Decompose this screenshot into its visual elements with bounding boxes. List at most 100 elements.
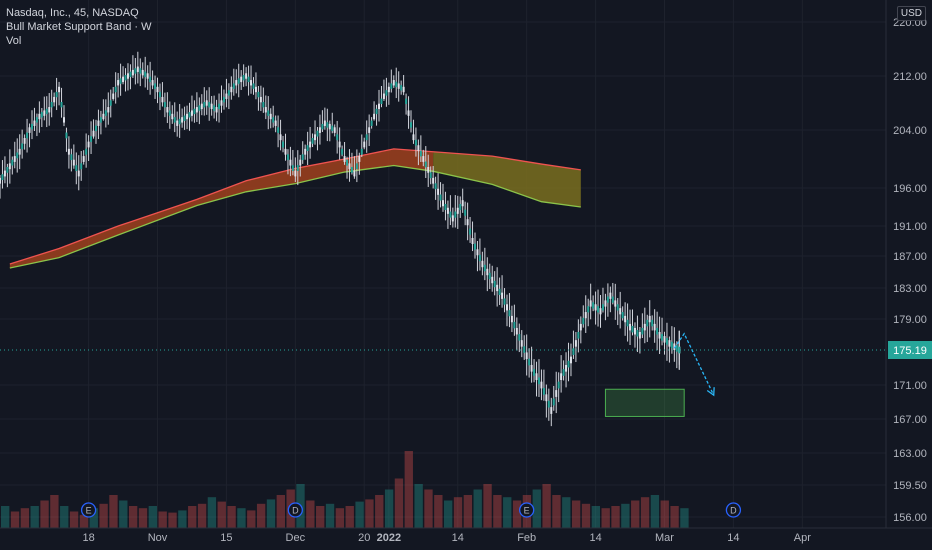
event-marker-label: E: [86, 506, 92, 516]
volume-bar: [601, 508, 610, 528]
volume-bar: [256, 503, 266, 528]
volume-bar: [89, 508, 98, 528]
volume-bar: [660, 500, 669, 528]
price-tick-label: 167.00: [893, 414, 927, 426]
time-axis[interactable]: 18 Nov 15 Dec 20 2022 14 Feb 14 Mar 14 Apr: [82, 532, 811, 544]
event-marker-circle: [725, 502, 742, 518]
volume-bar: [571, 500, 581, 528]
band-fill-left: [9, 148, 434, 268]
symbol-title[interactable]: Nasdaq, Inc., 45, NASDAQ: [6, 7, 139, 19]
time-tick-label: Apr: [794, 532, 811, 544]
volume-bar: [650, 495, 660, 528]
time-tick-label: 15: [220, 532, 232, 544]
volume-bar: [562, 497, 571, 528]
volume-bar: [276, 495, 285, 528]
price-tick-label: 163.00: [893, 448, 927, 460]
band-upper-line: [9, 148, 581, 265]
volume-bar: [483, 484, 492, 528]
volume-bar: [325, 503, 335, 528]
volume-bar: [30, 506, 39, 528]
event-marker-circle: [287, 502, 303, 518]
price-tick-label: 187.00: [893, 251, 927, 263]
volume-bar: [1, 506, 10, 528]
volume-bar: [227, 506, 236, 528]
price-tick-label: 156.00: [893, 512, 927, 524]
volume-bar: [40, 500, 49, 528]
event-marker-label: E: [524, 506, 530, 516]
volume-bar: [631, 500, 640, 528]
volume-bar: [148, 506, 158, 528]
volume-label[interactable]: Vol: [6, 35, 22, 47]
volume-bar: [365, 499, 374, 528]
price-tick-label: 171.00: [893, 380, 927, 392]
volume-bar: [640, 497, 650, 528]
volume-bar: [79, 514, 89, 528]
currency-badge[interactable]: USD: [896, 6, 926, 21]
price-axis[interactable]: 220.00212.00204.00196.00191.00187.00183.…: [888, 17, 932, 524]
forecast-arrow-head: [706, 387, 715, 397]
volume-bar: [444, 500, 453, 528]
volume-bar: [414, 484, 423, 528]
last-price-label: 175.19: [893, 345, 927, 357]
volume-bar: [345, 506, 354, 528]
volume-bar: [621, 503, 630, 528]
volume-bar: [611, 506, 620, 528]
volume-bar: [99, 503, 108, 528]
price-tick-label: 179.00: [893, 314, 927, 326]
volume-bar: [128, 506, 138, 528]
time-tick-label: 14: [452, 532, 464, 544]
event-marker: E: [80, 502, 97, 518]
volume-bar: [434, 495, 443, 528]
volume-bar: [188, 506, 197, 528]
volume-bar: [394, 478, 404, 528]
volume-bar: [384, 489, 394, 528]
volume-bar: [217, 501, 226, 528]
volume-bar: [473, 489, 482, 528]
time-tick-label: 20: [358, 532, 370, 544]
volume-bar: [20, 508, 30, 528]
volume-bar: [158, 511, 167, 528]
last-price-badge: [888, 341, 932, 359]
volume-bar: [119, 500, 128, 528]
volume-bar: [109, 495, 118, 528]
price-tick-label: 212.00: [893, 71, 927, 83]
volume-bar: [532, 489, 541, 528]
forecast-arrow[interactable]: [673, 332, 715, 396]
chart-legend: Nasdaq, Inc., 45, NASDAQ Bull Market Sup…: [6, 6, 152, 48]
volume-bar: [178, 510, 187, 528]
volume-bar: [10, 511, 20, 528]
time-tick-label: 18: [82, 532, 94, 544]
event-marker-circle: [80, 502, 97, 518]
volume-bar: [69, 511, 79, 528]
price-tick-label: 191.00: [893, 221, 927, 233]
drawings[interactable]: [604, 332, 715, 417]
volume-bar: [512, 500, 522, 528]
volume-bar: [503, 497, 512, 528]
target-zone-box[interactable]: [604, 388, 685, 417]
grid: [0, 0, 886, 528]
volume-bar: [197, 503, 207, 528]
volume-bar: [316, 506, 325, 528]
volume-bar: [375, 495, 384, 528]
indicator-label[interactable]: Bull Market Support Band · W: [6, 21, 152, 33]
volume-bar: [138, 508, 148, 528]
bull-market-support-band: [9, 148, 581, 269]
volume-bar: [335, 508, 345, 528]
volume-bar: [266, 499, 276, 528]
volume-bar: [493, 495, 502, 528]
event-marker-circle: [519, 502, 535, 518]
volume-bar: [453, 497, 463, 528]
volume-bar: [168, 512, 177, 528]
volume-bar: [355, 501, 364, 528]
event-marker: D: [287, 502, 303, 518]
volume-bar: [237, 508, 246, 528]
time-tick-label: Mar: [655, 532, 674, 544]
price-tick-label: 159.50: [893, 480, 927, 492]
volume-bar: [306, 500, 315, 528]
volume-bar: [591, 506, 601, 528]
volume-bar: [670, 506, 679, 528]
volume-bar: [552, 495, 561, 528]
price-tick-label: 196.00: [893, 183, 927, 195]
